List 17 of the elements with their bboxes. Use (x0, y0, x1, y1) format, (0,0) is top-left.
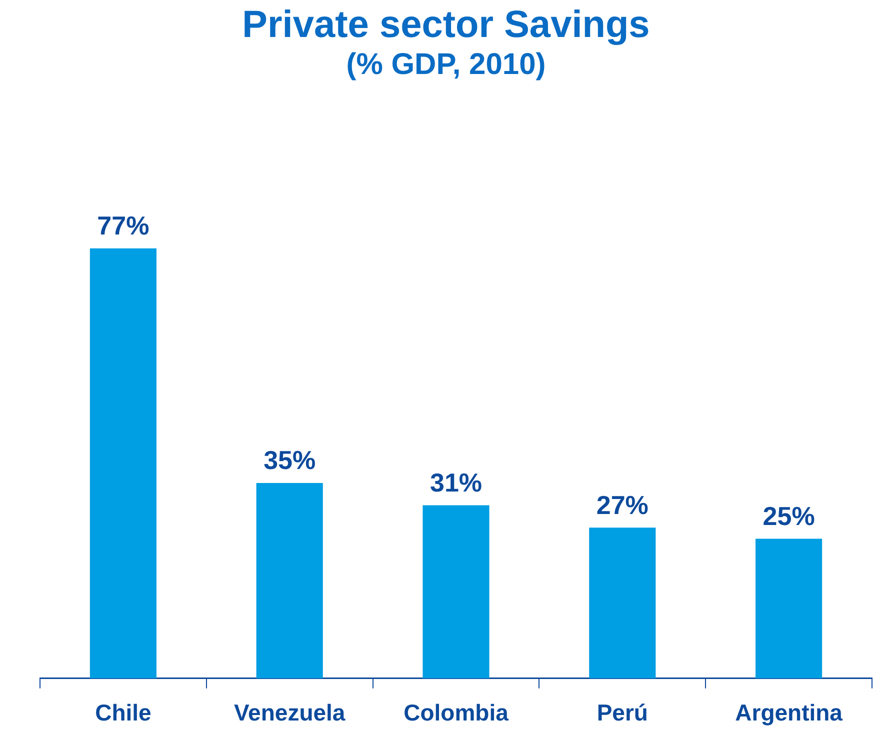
bar (90, 248, 156, 678)
chart-title: Private sector Savings (241, 4, 651, 47)
x-tick-label: Chile (95, 700, 152, 726)
x-tick-label: Perú (596, 700, 648, 726)
x-tick-label: Venezuela (234, 700, 346, 726)
data-label: 77% (97, 210, 150, 241)
data-label: 27% (596, 490, 648, 520)
bar (422, 505, 490, 678)
data-label: 31% (430, 467, 482, 498)
data-label: 35% (264, 445, 316, 476)
bar (256, 482, 323, 678)
x-tick-label: Argentina (735, 700, 843, 726)
chart-subtitle: (% GDP, 2010) (345, 48, 547, 82)
x-tick-label: Colombia (404, 700, 509, 726)
data-label: 25% (762, 500, 815, 531)
bar (589, 528, 656, 678)
bar (756, 538, 822, 678)
